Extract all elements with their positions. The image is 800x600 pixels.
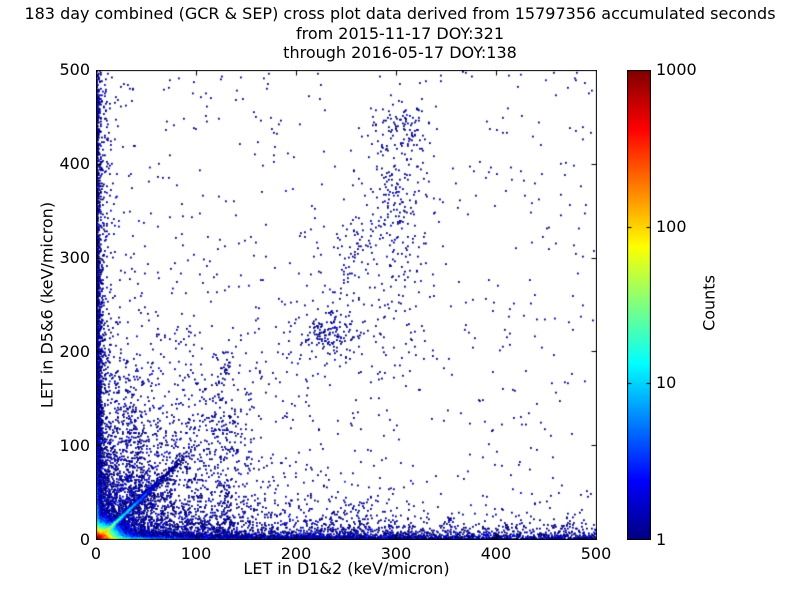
title-line-1: 183 day combined (GCR & SEP) cross plot … [24, 4, 776, 23]
x-tick-label: 0 [90, 544, 102, 563]
y-axis-label: LET in D5&6 (keV/micron) [37, 201, 57, 409]
title-line-2: from 2015-11-17 DOY:321 [295, 23, 504, 43]
colorbar-tick-label: 100 [656, 216, 687, 236]
x-axis-label: LET in D1&2 (keV/micron) [243, 559, 450, 578]
colorbar-tick-label: 10 [656, 373, 677, 393]
colorbar-label: Counts [699, 275, 719, 331]
y-tick-label: 300 [59, 248, 90, 267]
figure-title: 183 day combined (GCR & SEP) cross plot … [0, 4, 800, 63]
x-tick-label: 200 [280, 544, 312, 563]
y-tick-label: 0 [79, 530, 90, 549]
colorbar [627, 70, 651, 540]
x-tick-label: 100 [180, 544, 212, 563]
colorbar-tick-label: 1000 [656, 60, 697, 79]
colorbar-tick-label: 1 [656, 530, 667, 549]
y-tick-label: 500 [59, 60, 90, 79]
x-tick-label: 300 [380, 544, 412, 563]
scatter-density-plot [96, 70, 597, 540]
x-tick-label: 400 [480, 544, 512, 563]
y-tick-label: 400 [59, 154, 90, 173]
y-tick-label: 100 [59, 436, 90, 455]
x-tick-label: 500 [580, 544, 612, 563]
y-tick-label: 200 [59, 342, 90, 361]
title-line-3: through 2016-05-17 DOY:138 [283, 43, 517, 62]
